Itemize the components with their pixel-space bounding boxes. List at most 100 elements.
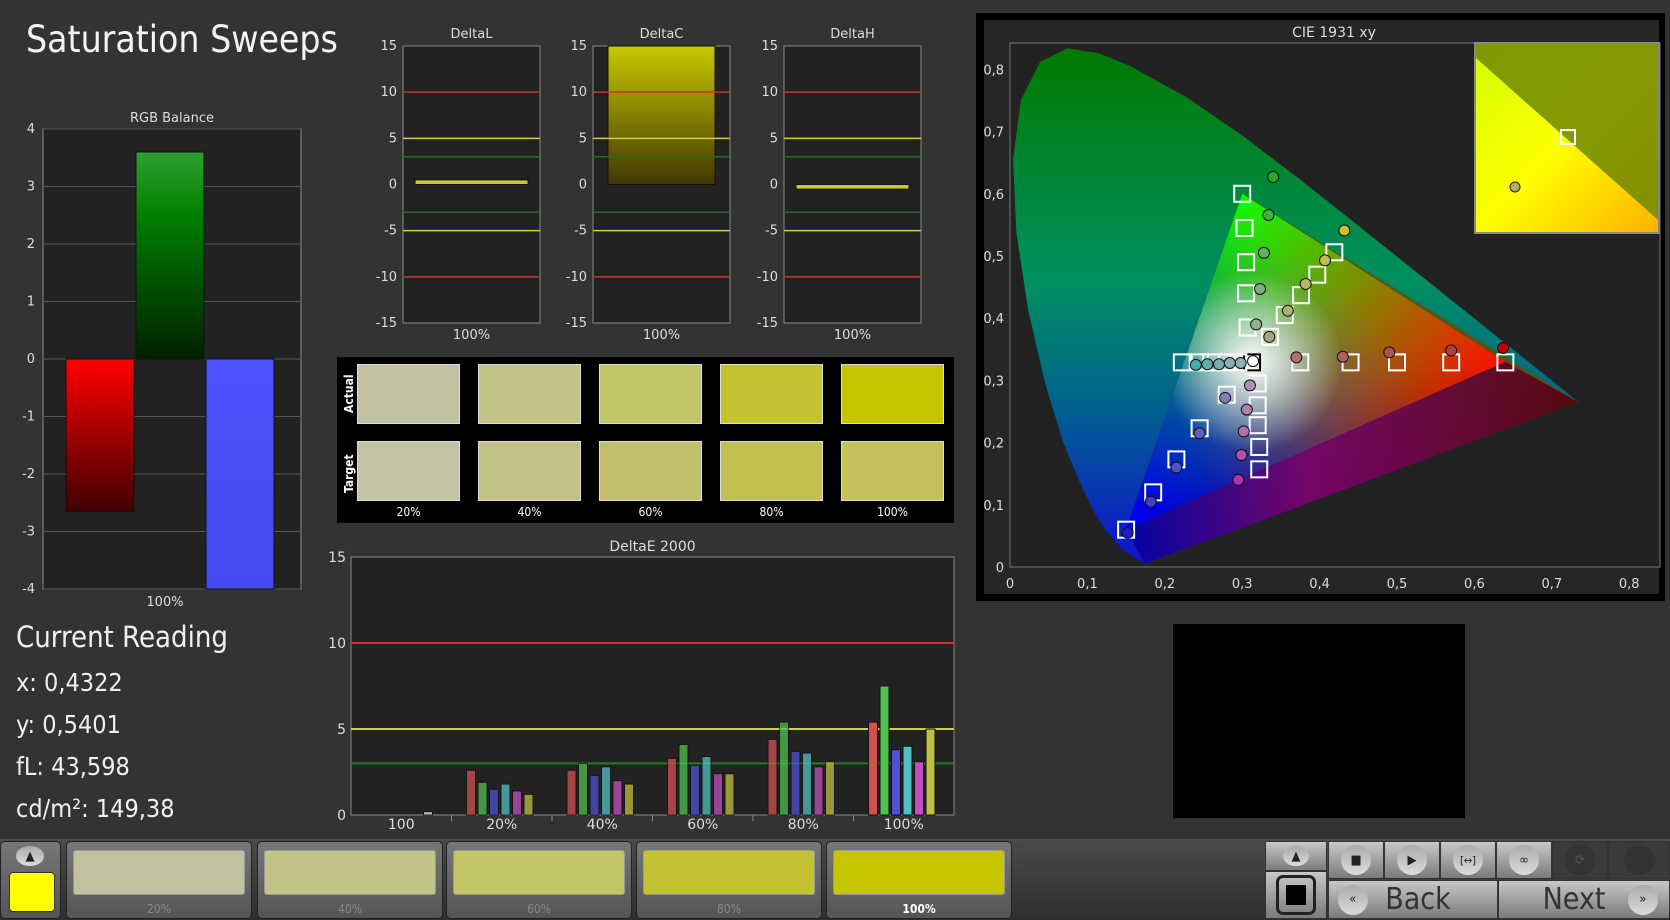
deltae-bar [612, 780, 623, 816]
y-tick-label: -5 [574, 224, 587, 239]
y-tick-label: 5 [579, 131, 587, 146]
deltae-bar [868, 721, 878, 816]
refresh-icon: ⟳ [1565, 845, 1595, 875]
x-tick-label: 0,8 [1619, 577, 1640, 592]
y-tick-label: -3 [22, 525, 35, 540]
deltae-bar [566, 769, 577, 816]
measured-point [1445, 344, 1458, 357]
deltae-bar [701, 756, 712, 816]
x-axis-label: 100% [643, 328, 680, 343]
target-marker [1237, 253, 1256, 272]
y-tick-label: -1 [22, 410, 35, 425]
delta-bar [414, 179, 529, 185]
target-swatch [720, 441, 823, 501]
target-marker [1250, 437, 1269, 456]
back-button[interactable]: « Back [1328, 880, 1498, 919]
x-axis-label: 100% [146, 595, 183, 610]
measure-range-button[interactable]: [↔] [1440, 841, 1496, 879]
stop-button[interactable]: ■ [1328, 841, 1384, 879]
x-tick-label: 0,3 [1232, 577, 1253, 592]
sweep-step-button[interactable]: 100% [826, 841, 1012, 919]
y-tick-label: -15 [757, 316, 778, 331]
sweep-step-button[interactable]: 80% [636, 841, 822, 919]
refresh-button[interactable]: ⟳ [1552, 841, 1608, 879]
y-tick-label: 0 [770, 178, 778, 193]
reading-y: y: 0,5401 [16, 710, 121, 739]
deltae-bar [523, 793, 534, 816]
measured-point [1240, 403, 1253, 416]
swatch-label: 20% [396, 505, 421, 519]
deltae-bar [713, 773, 723, 816]
swatch-comparison-panel: 20% 40% 60% 80% 100% Actual Target [337, 357, 954, 523]
cie-title: CIE 1931 xy [1292, 25, 1376, 41]
stop-pattern-button[interactable] [1265, 871, 1327, 919]
infinity-icon: ∞ [1509, 845, 1539, 875]
measured-point [1235, 449, 1248, 462]
swatch-label: 100% [877, 505, 908, 519]
y-tick-label: 4 [27, 122, 35, 137]
measured-point [1290, 351, 1303, 364]
y-tick-label: -5 [765, 224, 778, 239]
double-chevron-left-icon: « [1337, 884, 1368, 915]
play-button[interactable]: ▶ [1384, 841, 1440, 879]
reading-x: x: 0,4322 [16, 668, 123, 697]
continuous-button[interactable]: ∞ [1496, 841, 1552, 879]
record-button[interactable] [1608, 841, 1670, 879]
y-tick-label: -4 [22, 582, 35, 597]
rgb-balance-title: RGB Balance [130, 111, 214, 126]
measured-point [1144, 495, 1157, 508]
measured-point [1247, 355, 1260, 368]
deltae-bar [477, 781, 488, 816]
step-label: 20% [147, 902, 171, 916]
collapse-up-button[interactable]: ▲ [1265, 841, 1327, 871]
x-tick-label: 0,7 [1541, 577, 1562, 592]
step-label: 80% [717, 902, 741, 916]
measured-point [1219, 391, 1232, 404]
measured-point [1281, 304, 1294, 317]
deltae-bar [724, 773, 735, 816]
deltae-title: DeltaE 2000 [609, 539, 695, 555]
color-selector-button[interactable]: ▲ [0, 841, 61, 919]
y-tick-label: 5 [770, 131, 778, 146]
next-label: Next [1542, 882, 1606, 917]
step-label: 40% [338, 902, 362, 916]
measured-point [1121, 526, 1134, 539]
deltae-bar [902, 745, 913, 816]
y-tick-label: 0 [389, 178, 397, 193]
target-swatch [841, 441, 944, 501]
measured-point [1201, 358, 1214, 371]
deltae-bar [512, 790, 522, 816]
deltae-bar [667, 757, 677, 816]
x-tick-label: 0,6 [1464, 577, 1485, 592]
y-tick-label: 0,4 [983, 312, 1004, 327]
x-tick-label: 60% [687, 817, 718, 833]
next-button[interactable]: Next » [1498, 880, 1670, 919]
deltae-bar [891, 749, 901, 816]
actual-swatch [599, 364, 702, 424]
deltae-bar [423, 811, 433, 816]
current-reading-title: Current Reading [16, 620, 228, 654]
measured-point [1383, 346, 1396, 359]
swatch-label: 80% [759, 505, 784, 519]
actual-swatch [478, 364, 581, 424]
sweep-step-button[interactable]: 20% [66, 841, 252, 919]
bottom-toolbar: ▲ 20% 40% 60% 80% 100% ▲ ■ ▶ [↔] ∞ ⟳ « Back N… [0, 839, 1670, 920]
y-tick-label: -15 [376, 316, 397, 331]
y-tick-label: 0,7 [983, 126, 1004, 141]
arrow-up-icon[interactable]: ▲ [16, 846, 44, 866]
sweep-step-button[interactable]: 60% [446, 841, 632, 919]
play-icon: ▶ [1397, 845, 1427, 875]
target-marker [1261, 327, 1280, 346]
swatch-label: 40% [517, 505, 542, 519]
measured-point [1319, 254, 1332, 267]
step-label: 60% [527, 902, 551, 916]
deltac-bar [607, 45, 716, 185]
sweep-step-button[interactable]: 40% [257, 841, 443, 919]
step-color [833, 850, 1005, 895]
measured-point [1338, 224, 1351, 237]
measured-point [1336, 350, 1349, 363]
y-tick-label: 5 [337, 722, 346, 738]
target-marker [1172, 353, 1191, 372]
y-tick-label: 15 [380, 39, 397, 54]
